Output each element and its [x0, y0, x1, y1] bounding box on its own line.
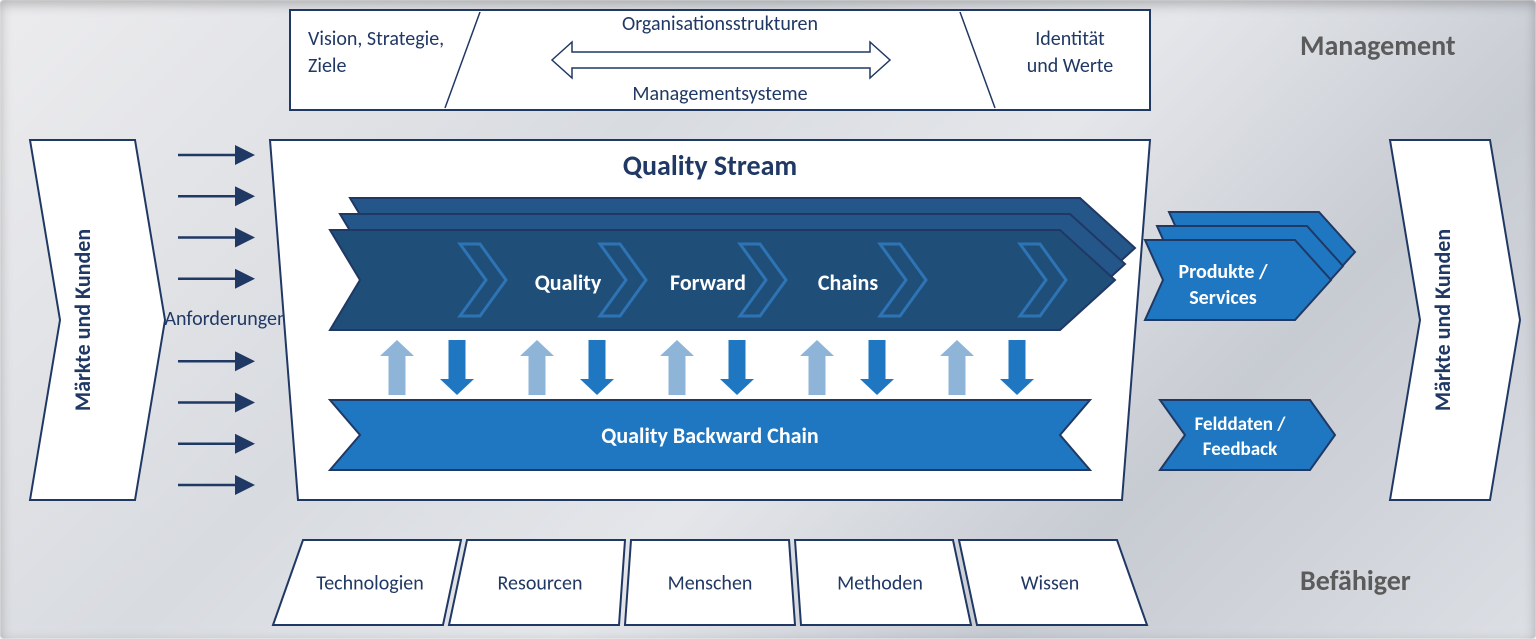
management-label: Management [1300, 28, 1456, 63]
enabler-label: Resourcen [498, 572, 583, 596]
forward-word-1: Quality [535, 269, 602, 296]
enablers-row: Technologien Resourcen Menschen Methoden Wis… [273, 540, 1147, 625]
backward-chain-label: Quality Backward Chain [601, 422, 818, 449]
right-markets-label: Märkte und Kunden [1429, 229, 1456, 411]
backward-chain: Quality Backward Chain [330, 400, 1090, 470]
enabler-label: Menschen [668, 572, 753, 596]
forward-word-2: Forward [670, 269, 746, 296]
products-services: Produkte / Services [1145, 212, 1355, 320]
befaehiger-label: Befähiger [1300, 563, 1411, 598]
top-management-box: Vision, Strategie, Ziele Organisationsst… [290, 10, 1150, 110]
right-markets-block: Märkte und Kunden [1390, 140, 1520, 500]
top-left-line1: Vision, Strategie, [308, 27, 444, 51]
left-markets-label: Märkte und Kunden [69, 229, 96, 411]
enabler-label: Wissen [1021, 572, 1080, 596]
top-center-top: Organisationsstrukturen [622, 12, 818, 36]
enabler-label: Methoden [837, 572, 923, 596]
feedback-line1: Felddaten / [1195, 413, 1287, 436]
left-markets-block: Märkte und Kunden [30, 140, 165, 500]
feedback-line2: Feedback [1203, 438, 1277, 461]
feedback-block: Felddaten / Feedback [1160, 400, 1335, 470]
products-line2: Services [1189, 286, 1257, 310]
anforderungen-label: Anforderungen [164, 307, 287, 331]
forward-chain-stack: Quality Forward Chains [330, 198, 1135, 330]
quality-stream-title: Quality Stream [623, 148, 797, 183]
forward-word-3: Chains [818, 269, 879, 296]
top-right-line2: und Werte [1027, 54, 1114, 78]
products-line1: Produkte / [1178, 260, 1268, 284]
enabler-label: Technologien [316, 572, 424, 596]
top-left-line2: Ziele [308, 54, 346, 78]
top-center-bottom: Managementsysteme [632, 82, 807, 106]
top-right-line1: Identität [1035, 27, 1105, 51]
